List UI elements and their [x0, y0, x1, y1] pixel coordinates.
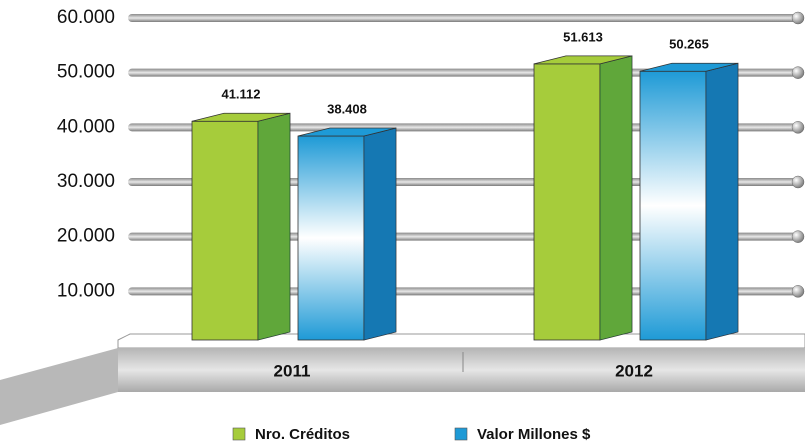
bar-front [533, 63, 601, 341]
bar-top [639, 62, 739, 72]
legend-label: Valor Millones $ [477, 426, 591, 443]
value-label: 51.613 [563, 29, 603, 44]
bar-side-shade [258, 113, 290, 341]
y-tick-label: 30.000 [57, 171, 115, 192]
bar-side-shade [600, 55, 632, 340]
value-label: 41.112 [221, 87, 260, 102]
y-tick-label: 20.000 [57, 226, 115, 247]
x-tick-label: 2012 [615, 361, 653, 380]
x-tick-label: 2011 [274, 361, 311, 380]
bar-side-shade [706, 63, 738, 341]
legend-swatch [454, 427, 468, 441]
legend-swatch [232, 427, 246, 441]
floor-band [118, 348, 805, 392]
bar-front [639, 70, 707, 341]
bar-front [191, 120, 259, 341]
y-tick-label: 40.000 [57, 116, 115, 137]
bar [191, 112, 291, 341]
grid-line [128, 14, 798, 22]
y-tick-label: 10.000 [57, 280, 115, 301]
grid-ball [791, 230, 805, 243]
floor-wall [0, 348, 118, 425]
bar-top [533, 55, 633, 65]
floor-top [117, 333, 805, 349]
bar [639, 62, 739, 341]
grid-ball [791, 175, 805, 189]
grid-ball [791, 121, 805, 134]
legend-label: Nro. Créditos [255, 426, 350, 443]
bar-top [191, 112, 291, 122]
grid-ball [791, 285, 805, 298]
value-label: 38.408 [327, 101, 367, 116]
bar [533, 55, 633, 341]
y-tick-label: 60.000 [57, 7, 115, 28]
y-tick-label: 50.000 [57, 62, 115, 83]
bar-front [297, 135, 365, 341]
bar [297, 127, 397, 341]
grid-ball [791, 66, 805, 79]
bar-side-shade [364, 128, 396, 340]
value-label: 50.265 [669, 37, 709, 52]
bar-top [297, 127, 397, 137]
grid-ball [791, 11, 805, 25]
